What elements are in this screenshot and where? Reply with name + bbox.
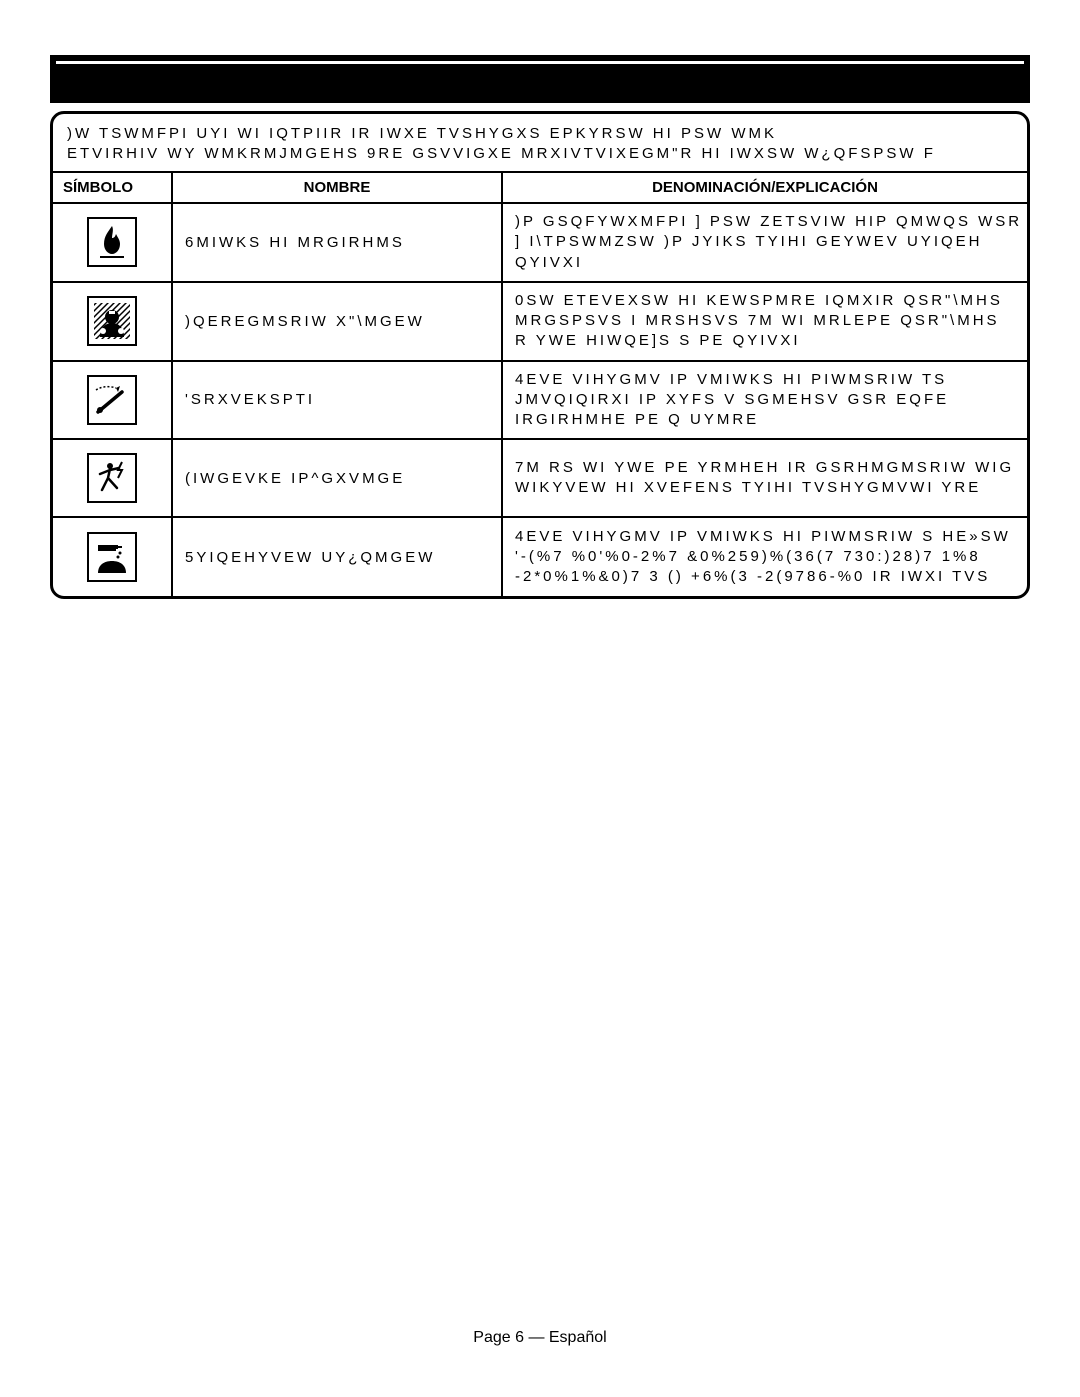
table-header-row: SÍMBOLO NOMBRE DENOMINACIÓN/EXPLICACIÓN [53,173,1027,204]
kickback-icon [87,375,137,425]
table-row: 6MIWKS HI MRGIRHMS )P GSQFYWXMFPI ] PSW … [53,204,1027,283]
explanation-cell: 4EVE VIHYGMV IP VMIWKS HI PIWMSRIW TSJMV… [503,362,1027,439]
table-row: 5YIQEHYVEW UY¿QMGEW 4EVE VIHYGMV IP VMIW… [53,518,1027,596]
explanation-cell: 0SW ETEVEXSW HI KEWSPMRE IQMXIR QSR"\MHS… [503,283,1027,360]
intro-text: )W TSWMFPI UYI WI IQTPIIR IR IWXE TVSHYG… [53,114,1027,173]
intro-line-2: ETVIRHIV WY WMKRMJMGEHS 9RE GSVVIGXE MRX… [67,144,1013,164]
name-cell: )QEREGMSRIW X"\MGEW [173,283,503,360]
symbol-cell [53,440,173,516]
symbols-table: )W TSWMFPI UYI WI IQTPIIR IR IWXE TVSHYG… [50,111,1030,599]
explanation-cell: )P GSQFYWXMFPI ] PSW ZETSVIW HIP QMWQS W… [503,204,1027,281]
table-row: )QEREGMSRIW X"\MGEW 0SW ETEVEXSW HI KEWS… [53,283,1027,362]
electric-shock-icon [87,453,137,503]
section-header-bar [50,55,1030,103]
table-row: 'SRXVEKSPTI 4EVE VIHYGMV IP VMIWKS HI PI… [53,362,1027,441]
explanation-cell: 4EVE VIHYGMV IP VMIWKS HI PIWMSRIW S HE»… [503,518,1027,596]
page-container: )W TSWMFPI UYI WI IQTPIIR IR IWXE TVSHYG… [0,0,1080,599]
name-cell: 'SRXVEKSPTI [173,362,503,439]
header-explanation: DENOMINACIÓN/EXPLICACIÓN [503,173,1027,202]
header-symbol: SÍMBOLO [53,173,173,202]
symbol-cell [53,518,173,596]
toxic-fumes-icon [87,296,137,346]
symbol-cell [53,362,173,439]
page-footer: Page 6 — Español [0,1329,1080,1347]
chemical-burn-icon [87,532,137,582]
name-cell: 5YIQEHYVEW UY¿QMGEW [173,518,503,596]
explanation-cell: 7M RS WI YWE PE YRMHEH IR GSRHMGMSRIW WI… [503,440,1027,516]
header-name: NOMBRE [173,173,503,202]
name-cell: (IWGEVKE IP^GXVMGE [173,440,503,516]
symbol-cell [53,283,173,360]
intro-line-1: )W TSWMFPI UYI WI IQTPIIR IR IWXE TVSHYG… [67,124,1013,144]
table-row: (IWGEVKE IP^GXVMGE 7M RS WI YWE PE YRMHE… [53,440,1027,518]
fire-icon [87,217,137,267]
symbol-cell [53,204,173,281]
name-cell: 6MIWKS HI MRGIRHMS [173,204,503,281]
